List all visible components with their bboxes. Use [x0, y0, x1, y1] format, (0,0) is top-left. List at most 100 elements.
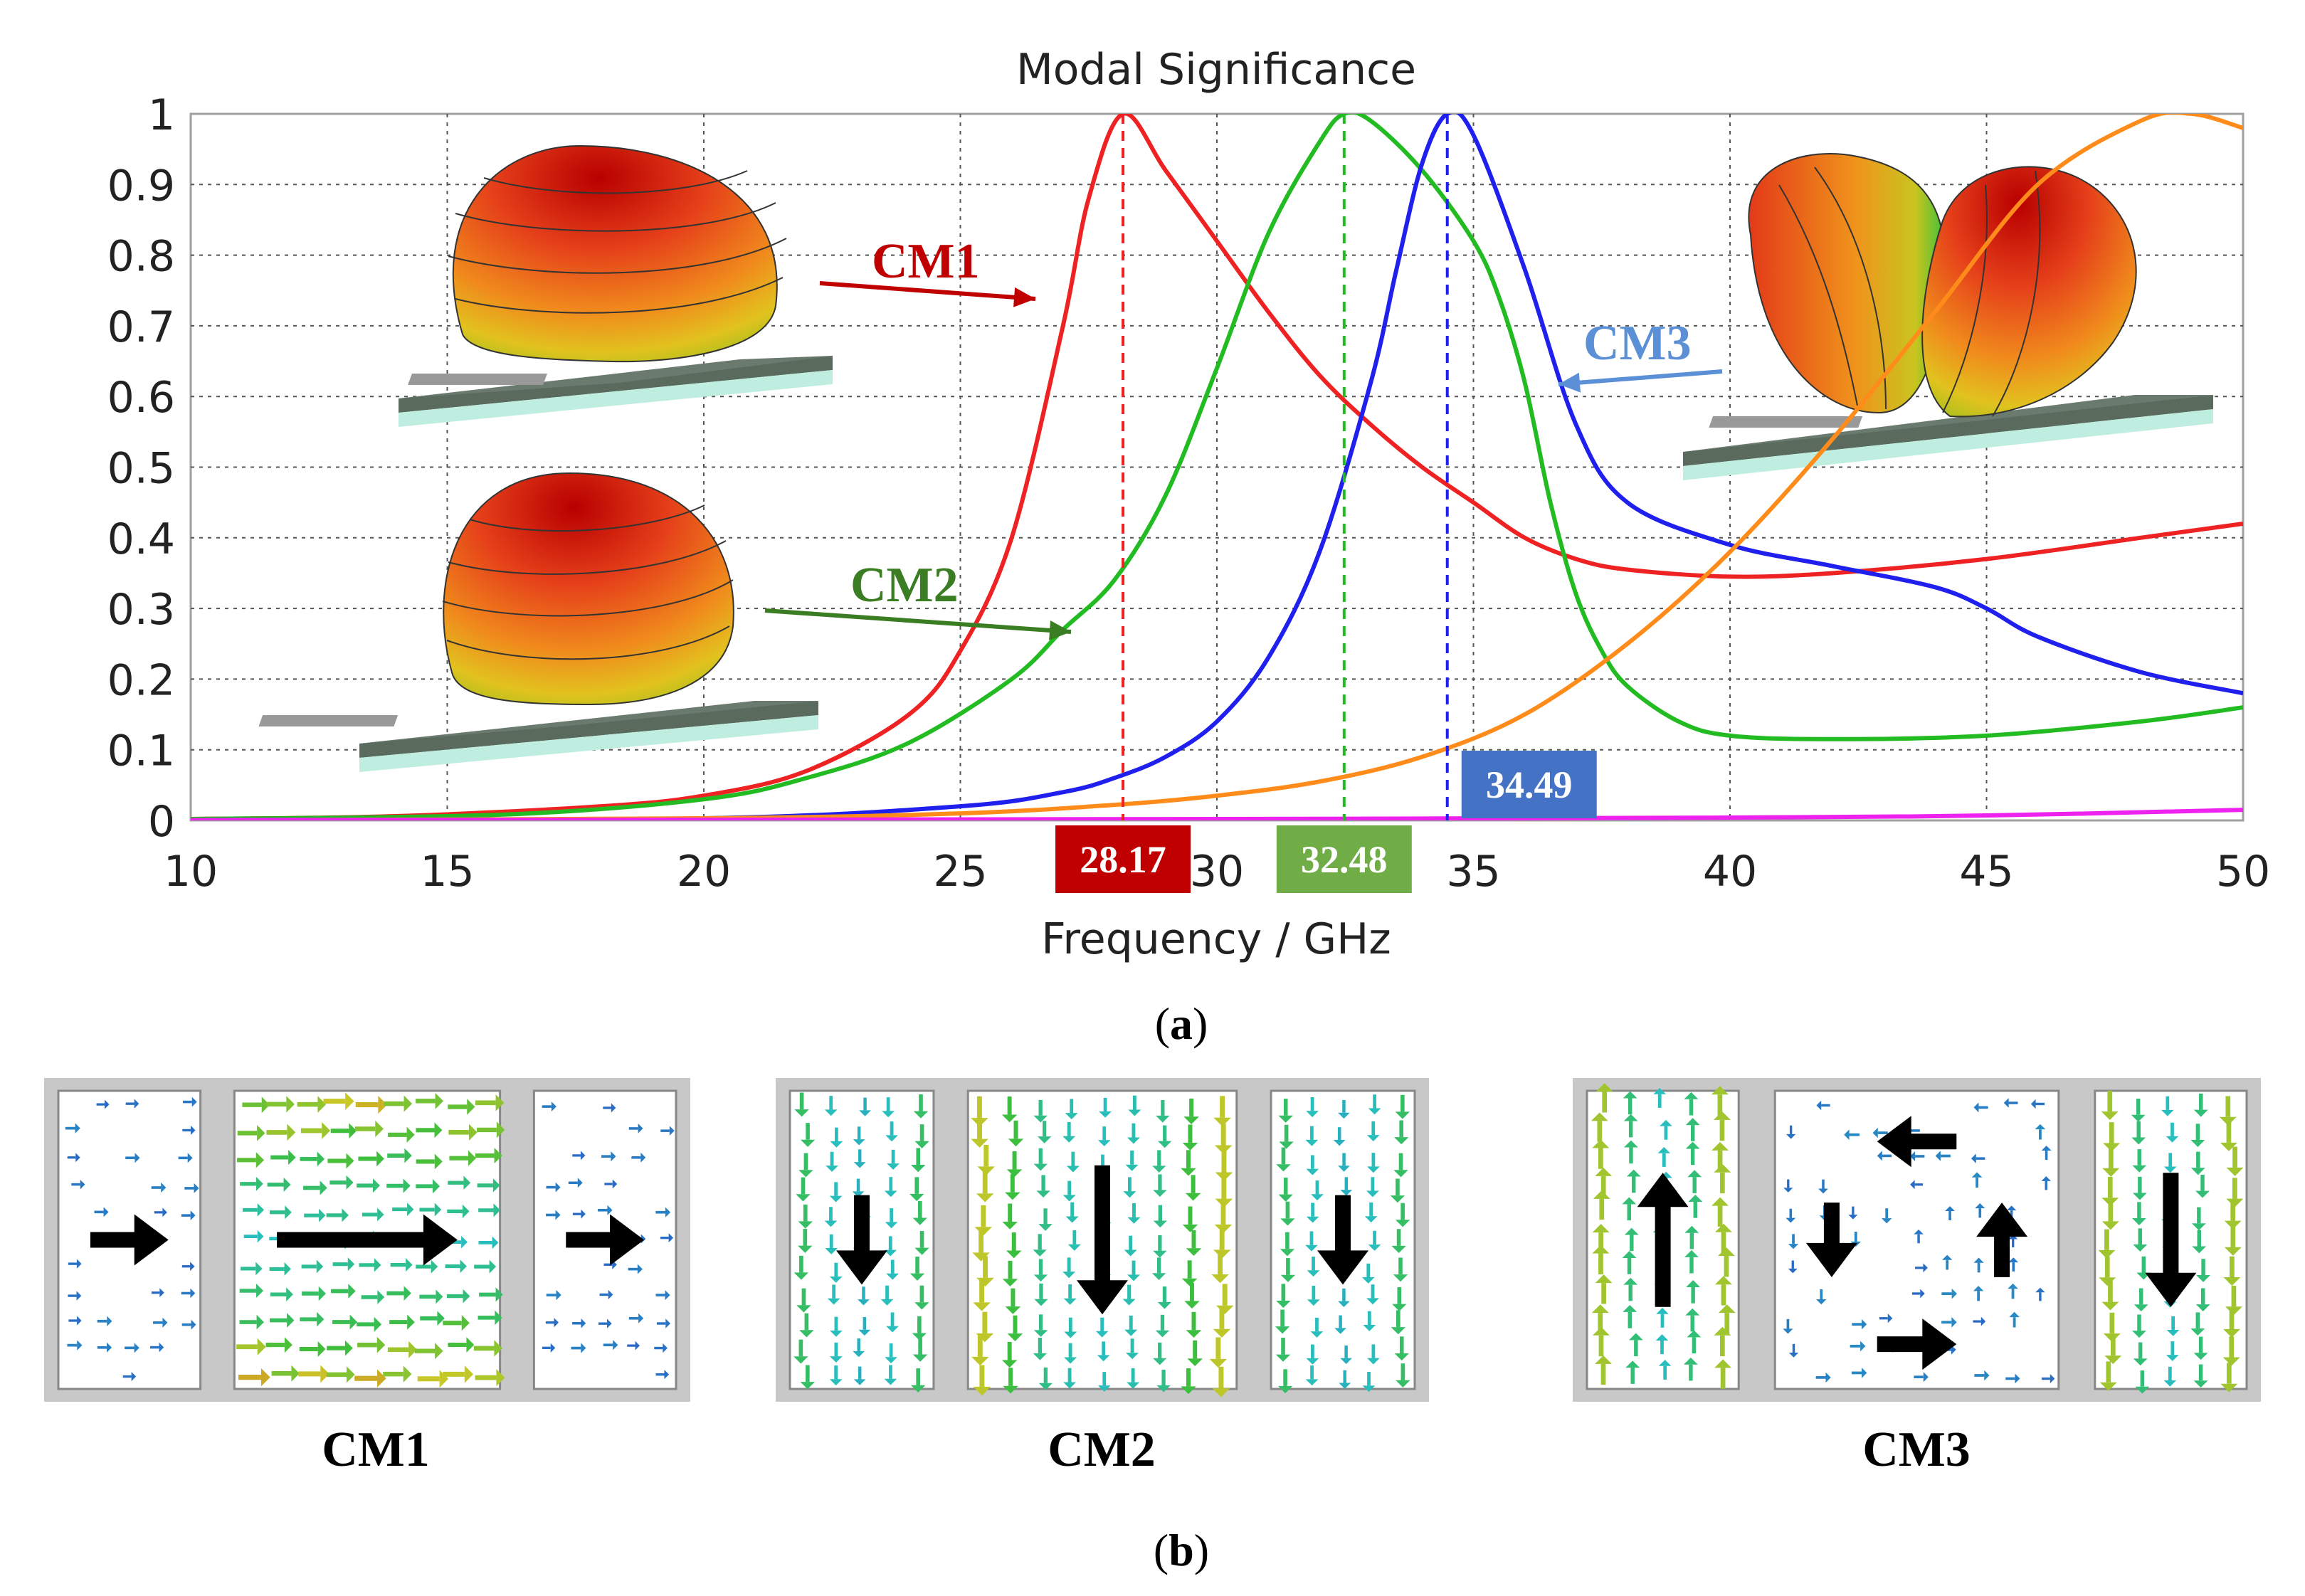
modal-significance-chart: 10 15 20 25 30 35 40 45 50 0 0.1 0.2 0.3 0.4 0.5 0.6 0.7… [107, 45, 2271, 964]
cm1-radiation-pattern-illustration [399, 144, 833, 427]
cm3-radiation-pattern-illustration [1683, 152, 2213, 480]
series-line-cm3 [191, 114, 2243, 820]
current-vector-head [2220, 1142, 2237, 1151]
y-tick-label: 0 [148, 797, 175, 847]
current-vector-head [2008, 1257, 2019, 1263]
current-vector-head [1390, 1195, 1405, 1203]
x-tick-label: 45 [1959, 847, 2013, 897]
current-vector-head [1914, 1229, 1924, 1235]
current-vector-head [76, 1259, 82, 1269]
current-vector-head [1276, 1300, 1291, 1309]
current-vector-head [2191, 1223, 2206, 1231]
current-vector-head [1655, 1334, 1669, 1341]
current-vector-head [912, 1217, 927, 1225]
current-vector-head [1910, 1151, 1916, 1162]
y-tick-label: 0.9 [107, 161, 175, 211]
current-vector-head [1860, 1341, 1866, 1352]
current-vector-head [1276, 1164, 1291, 1172]
resonance-value-cm1: 28.17 [1080, 838, 1166, 881]
current-vector-head [665, 1207, 671, 1217]
current-vector-head [853, 1379, 866, 1385]
current-vector-head [1001, 1360, 1018, 1368]
current-vector-head [1591, 1304, 1609, 1314]
current-vector-head [2226, 1167, 2244, 1176]
current-vector-head [1182, 1142, 1198, 1151]
current-vector-head [2166, 1136, 2179, 1143]
current-vector-head [611, 1151, 616, 1162]
current-vector-head [159, 1288, 164, 1298]
current-vector-head [2104, 1355, 2122, 1365]
current-vector-head [826, 1166, 838, 1172]
current-vector-head [1877, 1151, 1882, 1161]
current-vector-head [1366, 1190, 1379, 1198]
current-vector-head [1623, 1305, 1637, 1312]
current-vector-head [1684, 1249, 1699, 1257]
x-tick-label: 20 [677, 847, 731, 897]
current-vector-head [134, 1153, 140, 1163]
current-vector-head [80, 1179, 85, 1190]
current-vector-head [2132, 1193, 2147, 1200]
current-vector-head [853, 1139, 865, 1146]
current-vector-head [1097, 1140, 1111, 1147]
axis-ticks: 10 15 20 25 30 35 40 45 50 0 0.1 0.2 0.3 0.4 0.5 0.6 0.7… [107, 90, 2271, 897]
current-vector-head [1338, 1301, 1350, 1308]
current-vector-head [1657, 1147, 1671, 1153]
current-vector-head [1306, 1168, 1319, 1175]
current-vector-head [1593, 1326, 1610, 1336]
current-vector-head [1711, 1197, 1729, 1206]
current-vector-head [2193, 1380, 2208, 1388]
current-vector-head [2190, 1140, 2205, 1147]
current-vector-head [1711, 1086, 1729, 1095]
current-vector-head [1124, 1249, 1137, 1257]
series-line-cm4 [191, 114, 2243, 820]
current-vector-head [2099, 1382, 2117, 1391]
current-vector-head [1971, 1153, 1976, 1163]
current-vector-head [2133, 1244, 2148, 1252]
current-vector-head [2101, 1301, 2119, 1311]
current-vector-head [1305, 1244, 1318, 1252]
current-vector-head [1187, 1358, 1203, 1366]
cm2-annotation-arrow [764, 608, 1072, 634]
cm1-annotation-text: CM1 [872, 234, 980, 289]
current-vector-head [1656, 1307, 1669, 1314]
current-vector-head [798, 1170, 813, 1178]
annotation-arrowhead [1049, 620, 1071, 640]
current-vector-head [347, 1366, 355, 1383]
current-vector-head [377, 1290, 385, 1304]
current-vector-head [344, 1340, 353, 1356]
current-vector-head [342, 1208, 349, 1222]
current-vector-head [190, 1125, 196, 1135]
current-vector-head [1714, 1163, 1731, 1173]
current-vector-head [377, 1369, 386, 1388]
current-vector-head [1213, 1328, 1231, 1338]
current-vector-head [1595, 1355, 1612, 1364]
current-vector-head [2133, 1304, 2148, 1312]
current-vector-head [2102, 1168, 2120, 1177]
current-vector-head [1033, 1163, 1048, 1171]
current-vector-head [1306, 1111, 1319, 1118]
current-vector-head [1624, 1227, 1639, 1235]
current-vector-head [1122, 1299, 1136, 1306]
current-vector-head [1339, 1383, 1351, 1389]
current-vector-head [1033, 1115, 1048, 1123]
cm2-radiation-pattern-illustration [258, 472, 818, 772]
current-vector-head [886, 1273, 900, 1280]
current-vector-head [439, 1370, 449, 1388]
current-vector-head [830, 1330, 843, 1337]
current-vector-head [1153, 1190, 1167, 1198]
current-vector-head [1275, 1354, 1291, 1362]
current-vector-head [827, 1298, 840, 1305]
current-vector-head [910, 1385, 926, 1392]
current-vector-head [1910, 1180, 1915, 1190]
current-vector-head [1123, 1191, 1136, 1198]
chart-title: Modal Significance [1016, 45, 1416, 95]
current-vector-head [432, 1178, 441, 1194]
current-vector-head [1367, 1358, 1380, 1365]
current-vector-head [1980, 1316, 1986, 1326]
current-vector-head [1064, 1331, 1077, 1338]
current-vector-head [1037, 1136, 1052, 1143]
current-vector-head [2101, 1111, 2119, 1121]
current-vector-head [162, 1317, 168, 1328]
current-vector-head [1368, 1108, 1381, 1115]
